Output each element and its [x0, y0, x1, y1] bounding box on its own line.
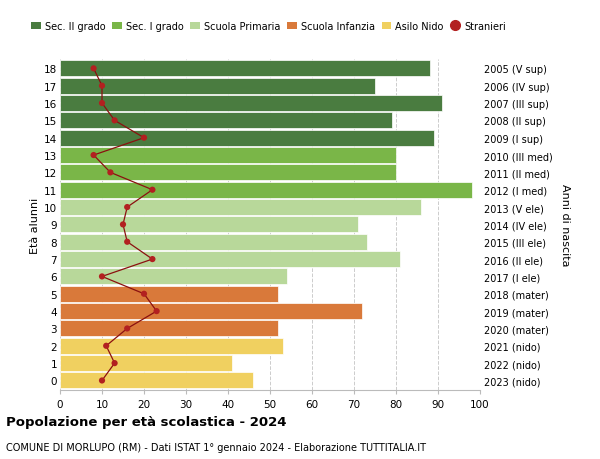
Y-axis label: Età alunni: Età alunni — [30, 197, 40, 253]
Point — [139, 291, 149, 298]
Bar — [60, 252, 400, 268]
Point — [139, 135, 149, 142]
Point — [97, 273, 107, 280]
Text: Popolazione per età scolastica - 2024: Popolazione per età scolastica - 2024 — [6, 415, 287, 428]
Point — [97, 83, 107, 90]
Bar — [60, 321, 278, 337]
Bar — [60, 148, 396, 164]
Point — [148, 256, 157, 263]
Point — [122, 325, 132, 332]
Point — [148, 187, 157, 194]
Bar — [60, 130, 434, 146]
Bar — [60, 269, 287, 285]
Bar — [60, 373, 253, 389]
Point — [110, 360, 119, 367]
Bar — [60, 217, 358, 233]
Bar — [60, 200, 421, 216]
Point — [152, 308, 161, 315]
Point — [97, 100, 107, 107]
Point — [101, 342, 111, 350]
Bar — [60, 234, 367, 250]
Bar — [60, 303, 362, 319]
Legend: Sec. II grado, Sec. I grado, Scuola Primaria, Scuola Infanzia, Asilo Nido, Stran: Sec. II grado, Sec. I grado, Scuola Prim… — [31, 22, 506, 32]
Bar — [60, 286, 278, 302]
Bar — [60, 61, 430, 77]
Bar — [60, 78, 375, 95]
Bar — [60, 182, 472, 198]
Y-axis label: Anni di nascita: Anni di nascita — [560, 184, 569, 266]
Point — [122, 239, 132, 246]
Point — [97, 377, 107, 384]
Bar — [60, 113, 392, 129]
Point — [89, 152, 98, 159]
Point — [110, 118, 119, 125]
Point — [89, 66, 98, 73]
Point — [118, 221, 128, 229]
Bar — [60, 165, 396, 181]
Bar — [60, 355, 232, 371]
Point — [106, 169, 115, 177]
Point — [122, 204, 132, 211]
Text: COMUNE DI MORLUPO (RM) - Dati ISTAT 1° gennaio 2024 - Elaborazione TUTTITALIA.IT: COMUNE DI MORLUPO (RM) - Dati ISTAT 1° g… — [6, 442, 426, 452]
Bar — [60, 96, 442, 112]
Bar — [60, 338, 283, 354]
